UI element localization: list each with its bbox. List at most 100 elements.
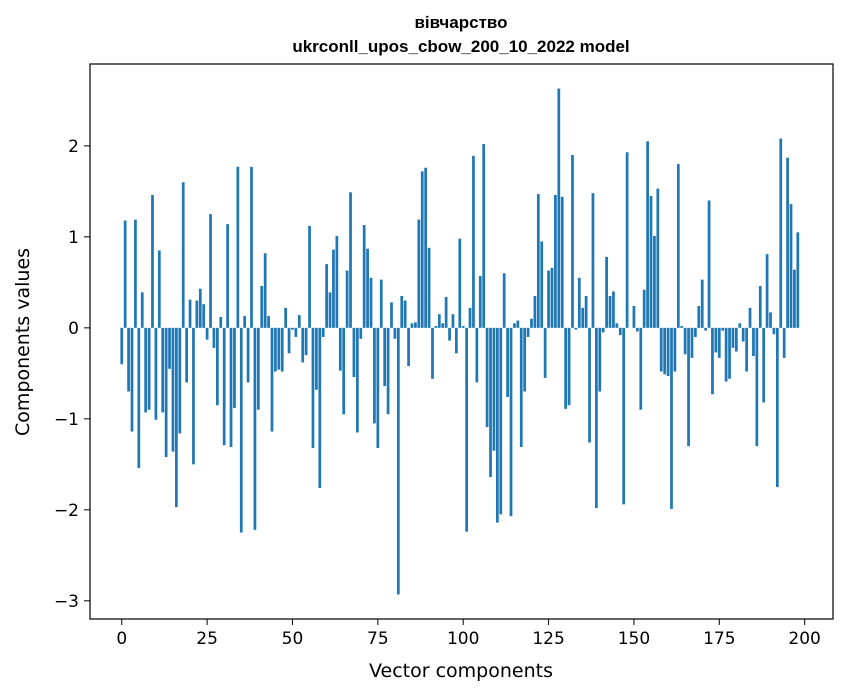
bar-187 — [759, 286, 762, 328]
bar-28 — [216, 328, 219, 405]
bar-152 — [639, 328, 642, 410]
bar-9 — [151, 195, 154, 328]
bar-85 — [411, 323, 414, 328]
bar-8 — [148, 328, 151, 410]
bar-194 — [783, 328, 786, 358]
bar-16 — [175, 328, 178, 507]
bar-134 — [578, 278, 581, 328]
chart-title: вівчарство — [414, 13, 507, 32]
bar-111 — [499, 328, 502, 515]
x-axis-label: Vector components — [369, 660, 553, 682]
y-tick-label: −2 — [54, 501, 79, 521]
bar-143 — [609, 296, 612, 328]
bar-39 — [254, 328, 257, 530]
bar-189 — [766, 254, 769, 328]
bar-72 — [366, 249, 369, 328]
bar-156 — [653, 236, 656, 328]
bar-76 — [380, 280, 383, 328]
bar-180 — [735, 328, 738, 352]
bar-188 — [762, 328, 765, 403]
bar-95 — [445, 297, 448, 328]
y-tick-label: 1 — [68, 228, 79, 248]
bar-147 — [622, 328, 625, 505]
bar-140 — [598, 328, 601, 392]
bar-71 — [363, 225, 366, 328]
bar-88 — [421, 171, 424, 327]
x-tick-label: 150 — [618, 629, 650, 649]
bar-49 — [288, 328, 291, 353]
bar-6 — [141, 292, 144, 327]
bar-164 — [680, 326, 683, 328]
bar-74 — [373, 328, 376, 424]
bar-102 — [469, 308, 472, 328]
bar-78 — [387, 328, 390, 414]
bar-92 — [435, 326, 438, 328]
bar-19 — [185, 328, 188, 383]
bar-40 — [257, 328, 260, 410]
bar-118 — [523, 328, 526, 392]
y-axis-label: Components values — [12, 248, 34, 436]
bar-51 — [295, 328, 298, 337]
bar-124 — [544, 328, 547, 378]
bar-52 — [298, 315, 301, 328]
bar-77 — [383, 328, 386, 386]
bar-127 — [554, 195, 557, 328]
bar-185 — [752, 328, 755, 356]
bar-69 — [356, 328, 359, 433]
bar-103 — [472, 156, 475, 328]
bar-193 — [779, 139, 782, 328]
bar-104 — [476, 328, 479, 383]
bar-130 — [564, 328, 567, 409]
bar-161 — [670, 328, 673, 509]
bar-133 — [575, 328, 578, 330]
bar-154 — [646, 141, 649, 328]
bar-162 — [674, 328, 677, 372]
bar-178 — [728, 328, 731, 379]
x-tick-label: 175 — [703, 629, 735, 649]
bar-126 — [551, 268, 554, 328]
bar-177 — [725, 328, 728, 382]
bar-150 — [633, 306, 636, 328]
bar-4 — [134, 220, 137, 328]
bar-1 — [124, 220, 127, 327]
bar-148 — [626, 152, 629, 328]
bar-116 — [516, 321, 519, 328]
bar-146 — [619, 328, 622, 335]
bar-17 — [178, 328, 181, 434]
bar-61 — [329, 292, 332, 327]
bar-41 — [260, 286, 263, 328]
bar-145 — [615, 323, 618, 328]
x-tick-label: 50 — [282, 629, 304, 649]
bar-101 — [465, 328, 468, 532]
bar-192 — [776, 328, 779, 487]
bar-47 — [281, 328, 284, 372]
bar-175 — [718, 328, 721, 358]
bar-58 — [318, 328, 321, 488]
bar-151 — [636, 328, 639, 332]
bar-21 — [192, 328, 195, 464]
bar-170 — [701, 280, 704, 328]
x-tick-label: 100 — [447, 629, 479, 649]
bar-73 — [370, 278, 373, 328]
bar-195 — [786, 158, 789, 328]
bar-50 — [291, 328, 294, 330]
bar-96 — [448, 328, 451, 341]
bar-112 — [503, 273, 506, 328]
bar-68 — [353, 328, 356, 377]
bar-113 — [506, 328, 509, 397]
bar-87 — [417, 220, 420, 328]
bar-117 — [520, 328, 523, 447]
bar-91 — [431, 328, 434, 379]
bar-65 — [342, 328, 345, 414]
bar-123 — [540, 241, 543, 327]
bar-25 — [206, 328, 209, 340]
bar-11 — [158, 251, 161, 328]
y-tick-label: −1 — [54, 410, 79, 430]
bar-165 — [684, 328, 687, 354]
bar-15 — [172, 328, 175, 452]
bar-80 — [394, 328, 397, 339]
bar-153 — [643, 290, 646, 328]
bar-57 — [315, 328, 318, 390]
x-tick-label: 200 — [788, 629, 820, 649]
bar-186 — [755, 328, 758, 446]
